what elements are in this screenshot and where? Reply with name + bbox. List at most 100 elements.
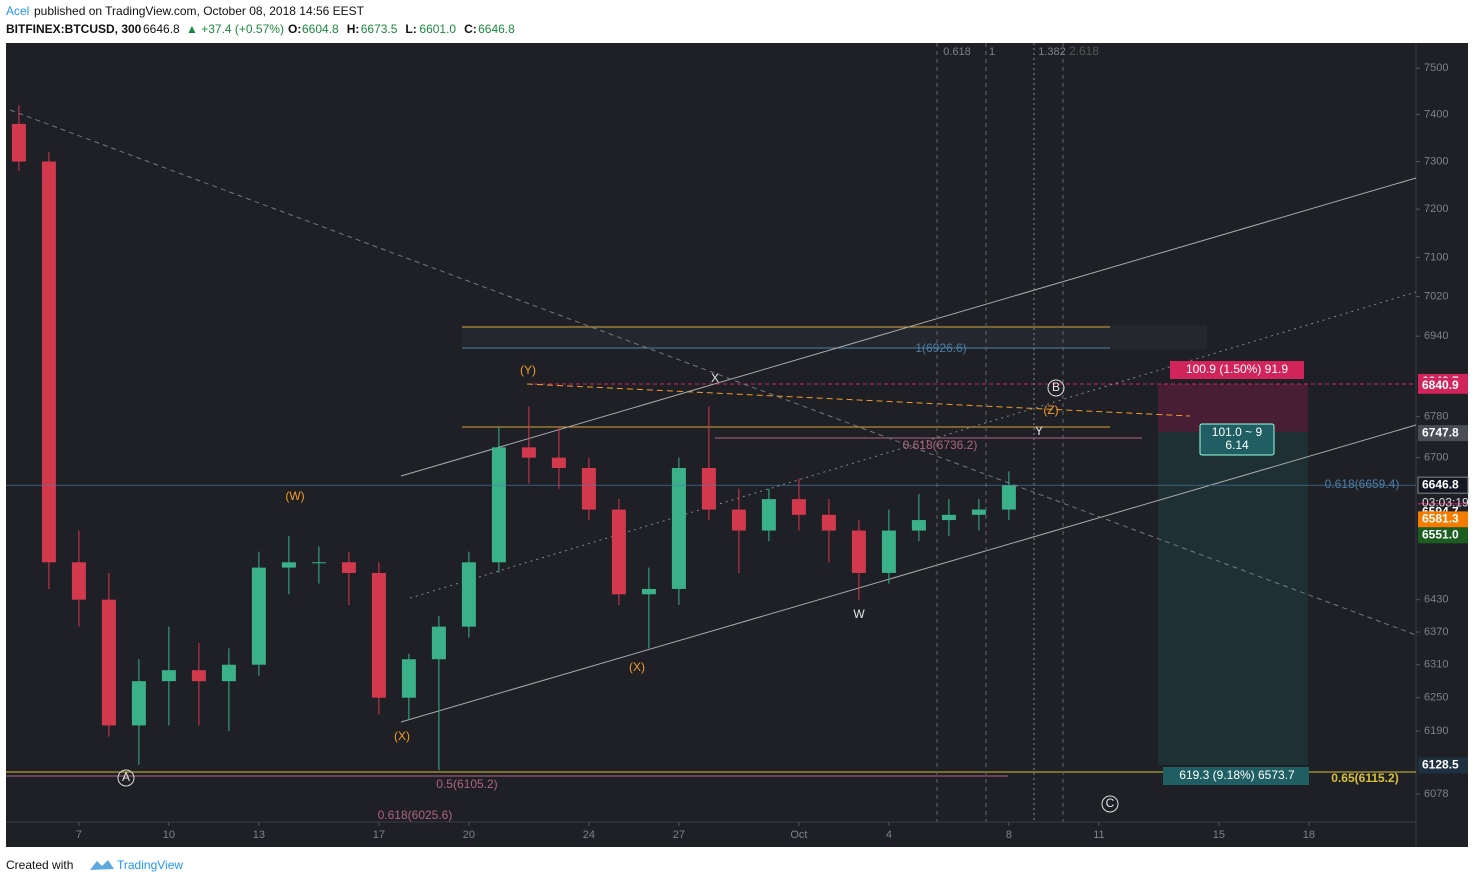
price-marker (1418, 527, 1468, 544)
position-label: 100.9 (1.50%) 91.9 (1186, 362, 1288, 376)
author[interactable]: Acel (6, 4, 29, 18)
dashed-line (9, 109, 1417, 636)
fib-label: 0.65(6115.2) (1331, 771, 1398, 785)
price-marker (1418, 425, 1468, 442)
price-marker (1417, 476, 1469, 494)
candle-body (521, 447, 536, 458)
ohlc: O: 6604.8 H: 6673.5 L: 6601.0 C: 6646.8 (288, 22, 515, 36)
ohlc-value: 6604.8 (302, 22, 339, 36)
y-tick-label: 6250 (1424, 692, 1448, 704)
candle-body (611, 509, 626, 595)
fib-label: 0.618(6736.2) (903, 438, 978, 452)
wave-label: B (1052, 380, 1060, 394)
ohlc-value: 6646.8 (478, 22, 515, 36)
x-tick-label: 20 (463, 829, 475, 841)
candle-body (761, 499, 776, 531)
candle-body (221, 664, 236, 682)
dotted-line (409, 291, 1417, 599)
fib-time-label: 2.618 (1069, 44, 1099, 58)
candle-body (821, 514, 836, 531)
countdown: 03:03:19 (1422, 495, 1469, 509)
candle-body (41, 161, 56, 563)
x-tick-label: 8 (1006, 829, 1012, 841)
candle-body (71, 562, 86, 600)
wave-circle (117, 769, 135, 787)
price-marker-label: 6747.8 (1422, 425, 1459, 439)
y-tick-label: 6430 (1424, 594, 1448, 606)
candle-body (581, 467, 596, 510)
wave-label: A (122, 770, 130, 784)
candle-body (191, 670, 206, 682)
candle-body (731, 509, 746, 531)
wave-label: C (1106, 796, 1115, 810)
position-label-box (1199, 423, 1275, 456)
candle-body (341, 562, 356, 573)
y-tick-label: 6780 (1424, 411, 1448, 423)
candle-body (311, 562, 326, 564)
x-tick-label: 11 (1093, 829, 1104, 841)
candle-body (461, 562, 476, 627)
wave-label: (W) (285, 489, 304, 503)
y-tick-label: 6940 (1424, 330, 1448, 342)
fib-time-label: 0.618 (943, 46, 971, 58)
x-tick-label: 15 (1213, 829, 1225, 841)
candle-body (911, 520, 926, 531)
wave-circle (1047, 379, 1065, 397)
price-marker-label: 6840.9 (1422, 378, 1459, 392)
y-tick-label: 7100 (1424, 251, 1448, 263)
candle-body (371, 572, 386, 698)
wave-label: X (711, 371, 719, 385)
position-label-box (1163, 767, 1309, 785)
footer-brand[interactable]: TradingView (117, 858, 183, 872)
x-tick-label: 18 (1303, 829, 1315, 841)
candle-body (1001, 485, 1016, 510)
symbol: BITFINEX:BTCUSD, 300 (6, 22, 142, 36)
fib-time-label: 1 (989, 46, 995, 58)
x-tick-label: 4 (886, 829, 892, 841)
candle-body (281, 562, 296, 568)
position-target (1158, 432, 1308, 765)
ohlc-label: H: (347, 22, 360, 36)
wave-label: (X) (629, 660, 645, 674)
candle-body (401, 659, 416, 698)
position-label: 619.3 (9.18%) 6573.7 (1179, 768, 1295, 782)
y-tick-label: 6190 (1424, 725, 1448, 737)
candle-body (881, 530, 896, 573)
candle-body (641, 588, 656, 595)
candle-body (851, 530, 866, 573)
price-marker (1418, 377, 1468, 394)
x-tick-label: Oct (790, 829, 807, 841)
y-tick-label: 7020 (1424, 290, 1448, 302)
channel-line (400, 177, 1417, 477)
price-marker (1418, 757, 1468, 774)
x-tick-label: 7 (76, 829, 82, 841)
position-label: 101.0 ~ 9 (1212, 425, 1263, 439)
wave-label: (Z) (1043, 403, 1058, 417)
y-tick-label: 7400 (1424, 108, 1448, 120)
ohlc-label: C: (464, 22, 477, 36)
position-label-box (1170, 361, 1304, 379)
position-label: 6.14 (1225, 438, 1249, 452)
candle-body (491, 447, 506, 563)
ohlc-value: 6673.5 (361, 22, 398, 36)
candle-body (431, 626, 446, 660)
published: published on TradingView.com, October 08… (34, 4, 365, 18)
y-tick-label: 6078 (1424, 788, 1448, 800)
candle-body (941, 514, 956, 521)
price-marker-label: 6128.5 (1422, 758, 1459, 772)
x-tick-label: 27 (673, 829, 685, 841)
y-tick-label: 7200 (1424, 203, 1448, 215)
candle-body (551, 457, 566, 468)
price-marker-label: 6646.8 (1422, 477, 1459, 491)
wave-label: (Y) (520, 363, 536, 377)
candle-body (671, 467, 686, 589)
fib-label: 0.618(6659.4) (1325, 477, 1400, 491)
candle-body (11, 123, 26, 162)
channel-line (400, 424, 1417, 723)
price-marker-label: 6551.0 (1422, 527, 1459, 541)
wave-label: W (853, 607, 865, 621)
candle-body (251, 567, 266, 665)
y-tick-label: 7500 (1424, 62, 1448, 74)
last-price: 6646.8 (143, 22, 180, 36)
